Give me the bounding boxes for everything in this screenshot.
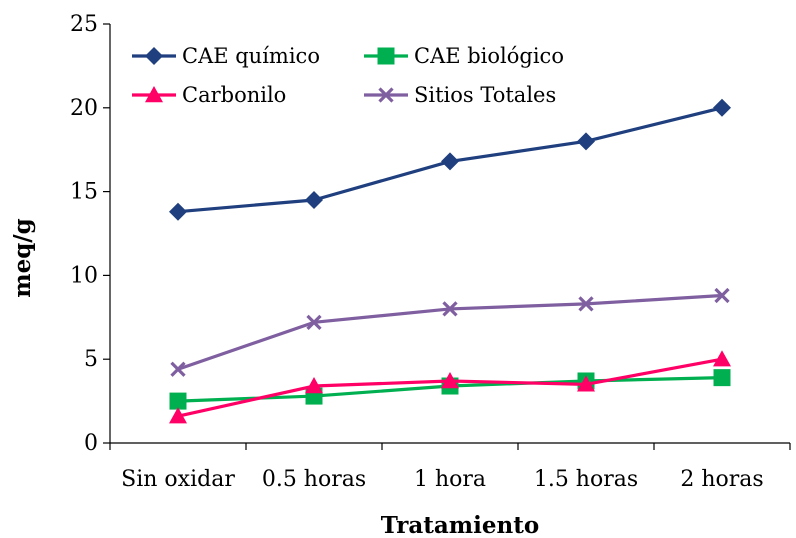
x-axis-title: Tratamiento bbox=[381, 512, 539, 538]
data-point bbox=[306, 314, 322, 330]
data-point bbox=[577, 132, 595, 151]
y-tick-label: 20 bbox=[70, 96, 98, 121]
legend-label: Carbonilo bbox=[182, 83, 286, 107]
data-point bbox=[714, 287, 730, 304]
x-tick-label: Sin oxidar bbox=[121, 467, 235, 492]
x-tick-label: 0.5 horas bbox=[262, 467, 366, 492]
data-point bbox=[713, 98, 731, 117]
data-point bbox=[441, 371, 459, 389]
data-point bbox=[169, 407, 187, 424]
x-marker-stroke bbox=[714, 287, 730, 304]
y-tick-label: 15 bbox=[70, 180, 98, 205]
series-layer bbox=[169, 98, 731, 424]
legend-label: CAE biológico bbox=[414, 44, 564, 68]
x-marker-stroke bbox=[170, 361, 186, 377]
legend-item-1: CAE biológico bbox=[364, 44, 564, 68]
y-tick-label: 10 bbox=[70, 263, 98, 288]
y-tick-label: 0 bbox=[84, 431, 98, 456]
legend-marker bbox=[145, 47, 163, 65]
y-axis-title: meq/g bbox=[9, 218, 36, 298]
data-point bbox=[577, 375, 595, 392]
legend-item-3: Sitios Totales bbox=[364, 83, 556, 107]
data-point bbox=[578, 296, 594, 312]
x-marker-stroke bbox=[578, 296, 594, 312]
data-point bbox=[713, 369, 731, 387]
legend-label: Sitios Totales bbox=[414, 83, 556, 107]
legend-marker bbox=[145, 86, 163, 103]
legend-item-0: CAE químico bbox=[132, 44, 320, 68]
legend-item-2: Carbonilo bbox=[132, 83, 286, 107]
x-marker-stroke bbox=[306, 314, 322, 330]
series-line bbox=[177, 293, 723, 371]
data-point bbox=[305, 190, 323, 209]
series-2 bbox=[169, 350, 731, 424]
legend-label: CAE químico bbox=[182, 44, 320, 68]
legend: CAE químico CAE biológico Carbonilo Sitios … bbox=[132, 44, 564, 107]
data-point bbox=[442, 301, 458, 317]
y-tick-label: 5 bbox=[84, 347, 98, 372]
data-point bbox=[305, 377, 323, 394]
legend-marker bbox=[377, 47, 395, 65]
data-point bbox=[170, 361, 186, 377]
y-tick-label: 25 bbox=[70, 12, 98, 37]
x-tick-label: 2 horas bbox=[680, 467, 763, 492]
data-point bbox=[441, 152, 459, 171]
x-tick-label: 1 hora bbox=[414, 467, 486, 492]
data-point bbox=[713, 350, 731, 367]
series-3 bbox=[170, 287, 730, 377]
axes: 0 5 10 15 20 25 Sin oxidar 0.5 horas 1 hora 1.5 h… bbox=[70, 12, 791, 492]
x-marker-stroke bbox=[378, 87, 394, 103]
data-point bbox=[169, 392, 187, 410]
series-0 bbox=[169, 98, 731, 221]
x-marker-stroke bbox=[442, 301, 458, 317]
x-tick-label: 1.5 horas bbox=[534, 467, 638, 492]
data-point bbox=[169, 202, 187, 221]
legend-marker bbox=[378, 87, 394, 103]
